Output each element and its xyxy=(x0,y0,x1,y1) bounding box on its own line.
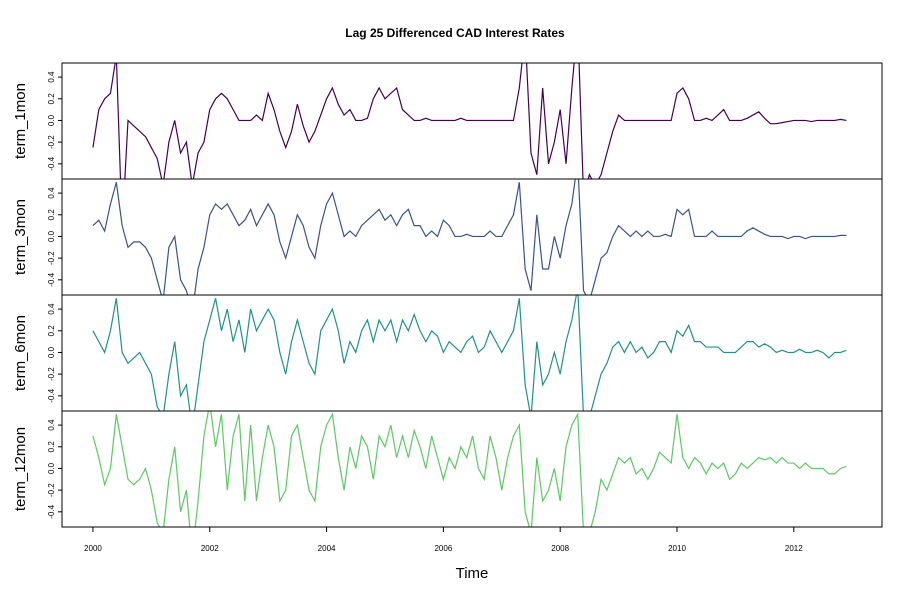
y-axis-label: term_3mon xyxy=(12,199,29,275)
x-tick-label: 2002 xyxy=(201,544,219,553)
series-line xyxy=(92,295,847,411)
y-axis-label: term_6mon xyxy=(12,315,29,391)
series-line xyxy=(92,179,847,295)
y-tick-label: -0.2 xyxy=(47,251,56,265)
y-tick-label: 0.2 xyxy=(47,93,56,105)
x-tick-label: 2006 xyxy=(434,544,452,553)
x-tick-label: 2004 xyxy=(318,544,336,553)
y-tick-label: 0.2 xyxy=(47,441,56,453)
y-tick-label: -0.4 xyxy=(47,388,56,402)
x-tick-label: 2010 xyxy=(668,544,686,553)
y-tick-label: -0.4 xyxy=(47,504,56,518)
chart-title: Lag 25 Differenced CAD Interest Rates xyxy=(345,26,565,40)
y-tick-label: 0.0 xyxy=(47,462,56,474)
y-tick-label: 0.0 xyxy=(47,346,56,358)
x-tick-label: 2000 xyxy=(84,544,102,553)
panel-frame xyxy=(61,294,883,412)
y-tick-label: 0.4 xyxy=(47,187,56,199)
x-axis-label: Time xyxy=(456,565,489,582)
y-tick-label: -0.4 xyxy=(47,156,56,170)
y-tick-label: 0.2 xyxy=(47,209,56,221)
x-tick-label: 2012 xyxy=(785,544,803,553)
y-tick-label: -0.2 xyxy=(47,135,56,149)
y-axis-label: term_1mon xyxy=(12,83,29,159)
series-line xyxy=(92,411,847,527)
y-tick-label: -0.2 xyxy=(47,483,56,497)
y-tick-label: 0.4 xyxy=(47,71,56,83)
y-tick-label: -0.2 xyxy=(47,367,56,381)
y-tick-label: -0.4 xyxy=(47,272,56,286)
y-tick-label: 0.2 xyxy=(47,325,56,337)
y-tick-label: 0.0 xyxy=(47,114,56,126)
y-axis-label: term_12mon xyxy=(12,427,29,511)
panel-frame xyxy=(61,178,883,296)
y-tick-label: 0.4 xyxy=(47,303,56,315)
panel-frame xyxy=(61,410,883,528)
x-tick-label: 2008 xyxy=(551,544,569,553)
y-tick-label: 0.4 xyxy=(47,419,56,431)
y-tick-label: 0.0 xyxy=(47,230,56,242)
series-line xyxy=(92,63,847,179)
